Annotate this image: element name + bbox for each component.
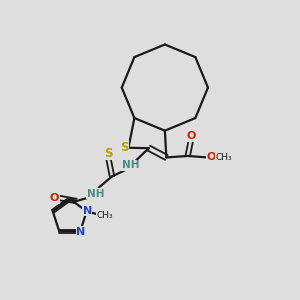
Text: O: O (50, 193, 59, 203)
Text: O: O (207, 152, 216, 162)
Text: CH₃: CH₃ (96, 211, 113, 220)
Text: NH: NH (122, 160, 139, 170)
Text: N: N (76, 227, 86, 237)
Text: S: S (120, 141, 128, 154)
Text: O: O (186, 131, 195, 141)
Text: S: S (104, 147, 113, 160)
Text: N: N (83, 206, 92, 216)
Text: CH₃: CH₃ (215, 153, 232, 162)
Text: NH: NH (87, 189, 104, 199)
